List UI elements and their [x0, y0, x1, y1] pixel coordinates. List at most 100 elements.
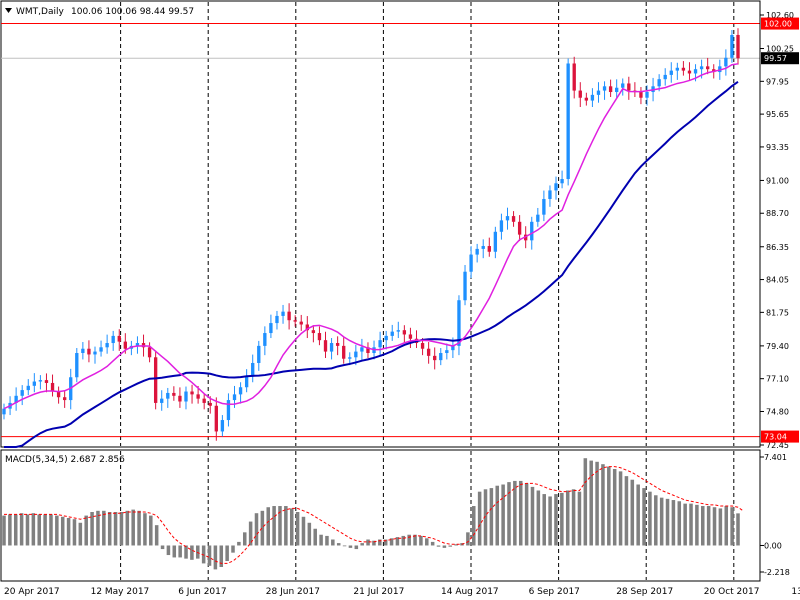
candle-body: [38, 380, 43, 382]
candle-body: [487, 246, 491, 252]
candle-body: [390, 331, 394, 336]
macd-bar: [172, 545, 177, 558]
candle-body: [172, 392, 176, 396]
macd-label: MACD(5,34,5) 2.687 2.856: [5, 455, 125, 465]
macd-bar: [483, 489, 488, 546]
macd-bar: [612, 468, 617, 546]
candle-body: [214, 405, 218, 432]
macd-bar: [55, 515, 59, 546]
candle-body: [554, 183, 558, 191]
macd-bar: [90, 512, 94, 546]
candle-body: [621, 83, 625, 88]
macd-bar: [254, 513, 259, 546]
candle-body: [675, 67, 680, 71]
macd-bar: [307, 522, 312, 546]
candle-body: [548, 190, 552, 199]
candle-body: [530, 221, 534, 241]
y-tick-label: 81.75: [766, 308, 789, 317]
candle-body: [14, 395, 18, 403]
vertical-grid: [120, 2, 735, 580]
macd-axis[interactable]: 7.401 0.00 -2.218: [759, 450, 790, 581]
candle-body: [105, 343, 109, 348]
price-axis[interactable]: 102.60 100.25 97.95 95.65 93.35 91.00 88.70 86.…: [759, 1, 799, 450]
macd-bar: [689, 503, 693, 546]
time-axis[interactable]: 20 Apr 2017 12 May 2017 6 Jun 2017 28 Jun 2…: [1, 580, 800, 597]
macd-bar: [677, 501, 682, 546]
macd-bar: [648, 491, 652, 546]
macd-bar: [477, 491, 482, 546]
y-tick-label: 95.65: [766, 110, 789, 119]
macd-bar: [583, 458, 588, 546]
candle-body: [615, 87, 619, 93]
x-tick-label: 28 Sep 2017: [616, 587, 673, 597]
macd-bar: [466, 532, 470, 546]
macd-bar: [671, 500, 676, 546]
macd-bar: [454, 544, 458, 546]
macd-bar: [184, 545, 188, 559]
macd-bar: [107, 512, 112, 546]
candle-body: [26, 385, 30, 391]
candle-body: [202, 398, 206, 403]
candle-body: [251, 362, 255, 376]
macd-bar: [348, 545, 353, 548]
macd-bar: [289, 508, 294, 546]
candle-body: [87, 348, 91, 355]
level-price-label: 102.00: [764, 20, 792, 29]
macd-bar: [143, 513, 147, 546]
candle-body: [135, 343, 140, 346]
level-price-box: [761, 430, 799, 443]
x-tick-label: 13 Nov 2017: [791, 587, 800, 597]
macd-bar: [630, 479, 635, 546]
macd-bar: [231, 545, 235, 553]
x-tick-label: 12 May 2017: [91, 587, 150, 597]
macd-bar: [413, 534, 417, 546]
candle-body: [687, 70, 692, 74]
candle-body: [657, 79, 661, 87]
candle-body: [536, 214, 540, 222]
macd-bar: [565, 490, 570, 546]
candle-body: [469, 254, 473, 272]
macd-bar: [313, 528, 317, 546]
candle-body: [681, 67, 686, 71]
symbol-label: WMT,Daily: [16, 7, 64, 17]
macd-bar: [471, 506, 476, 546]
candle-body: [153, 357, 158, 403]
macd-bar: [577, 491, 582, 546]
macd-bar: [548, 496, 552, 546]
candle-body: [378, 340, 382, 348]
candle-body: [481, 246, 485, 249]
x-tick-label: 14 Aug 2017: [441, 587, 499, 597]
candle-body: [93, 351, 97, 355]
candle-body: [426, 348, 431, 356]
candle-body: [451, 345, 455, 351]
macd-bar: [642, 488, 646, 546]
y-tick-label: 93.35: [766, 143, 789, 152]
triangle-down-icon[interactable]: [5, 8, 12, 13]
macd-bar: [618, 471, 623, 546]
macd-bar: [495, 485, 500, 546]
macd-panel: MACD(5,34,5) 2.687 2.856: [0, 449, 761, 582]
ohlc-values: 100.06 100.06 98.44 99.57: [71, 7, 194, 17]
candle-body: [566, 63, 570, 180]
macd-bar: [695, 504, 699, 546]
macd-bar: [354, 545, 359, 550]
candle-body: [20, 390, 24, 396]
macd-bar: [266, 507, 271, 546]
candle-body: [560, 179, 564, 184]
macd-bar: [712, 507, 717, 546]
candle-body: [542, 198, 546, 215]
macd-bar: [196, 545, 200, 559]
macd-bar: [207, 545, 212, 566]
x-tick-label: 6 Sep 2017: [529, 587, 580, 597]
candle-body: [505, 216, 510, 221]
x-tick-label: 20 Apr 2017: [4, 587, 60, 597]
slow-moving-average-line: [4, 81, 739, 448]
header-label[interactable]: WMT,Daily 100.06 100.06 98.44 99.57: [5, 7, 194, 17]
candle-body: [257, 345, 261, 363]
candle-body: [56, 391, 61, 398]
y-tick-label: 91.00: [766, 176, 789, 185]
macd-bar: [190, 545, 194, 560]
fast-moving-average-line: [3, 63, 739, 410]
x-tick-label: 28 Jun 2017: [266, 587, 320, 597]
macd-bar: [19, 513, 24, 546]
